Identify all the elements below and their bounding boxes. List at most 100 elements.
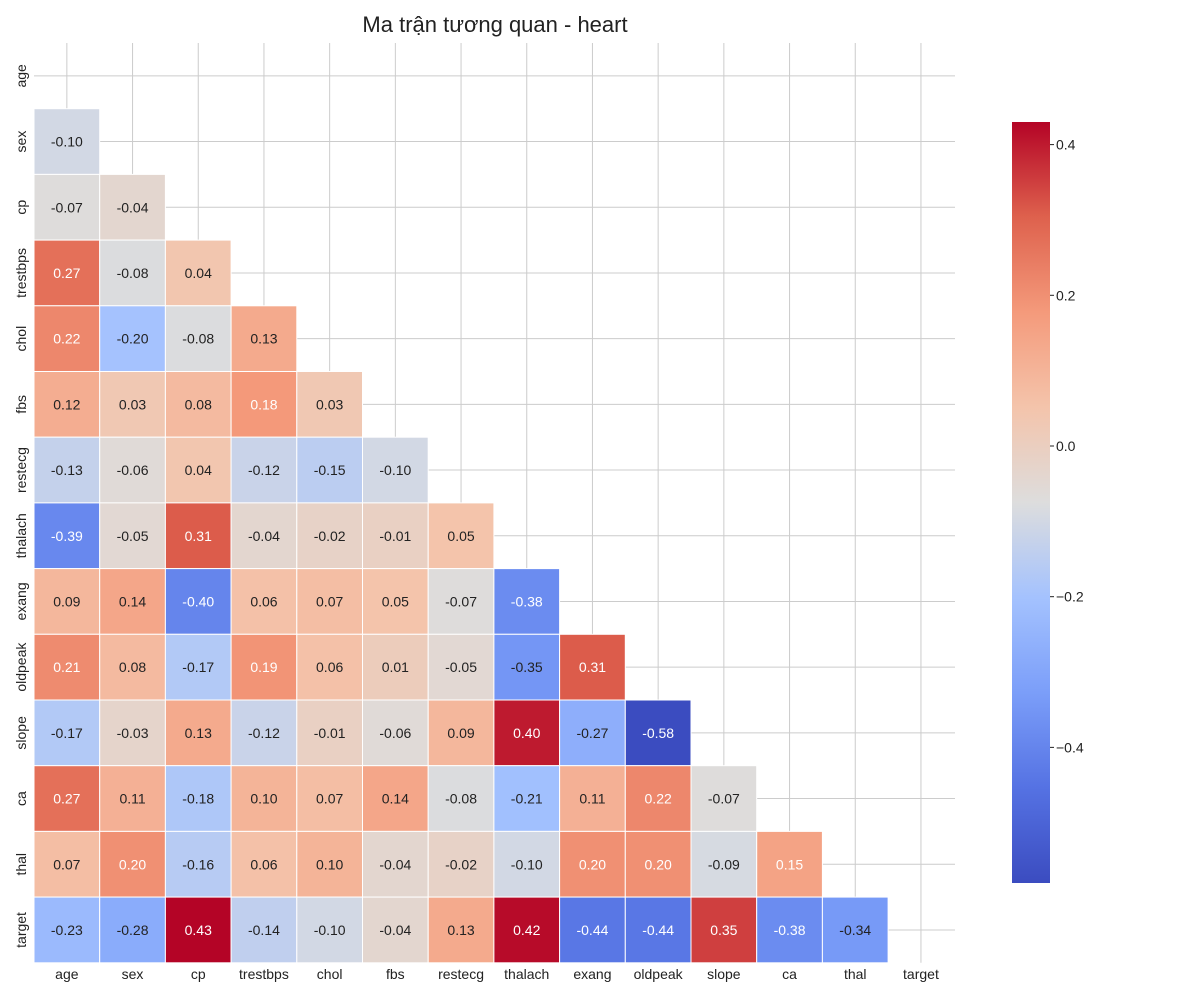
heatmap-cell-thalach-chol [296,502,363,570]
heatmap-cell-oldpeak-thalach [493,633,561,701]
cell-value-label: 0.12 [53,396,80,412]
cell-value-label: 0.31 [185,528,212,544]
heatmap-cell-target-cp [164,896,232,964]
cell-value-label: -0.16 [182,856,214,872]
chart-title: Ma trận tương quan - heart [362,12,628,37]
x-tick-label-chol: chol [317,966,343,982]
heatmap-cell-target-thal [821,896,889,964]
y-tick-label-thal: thal [13,853,29,876]
cell-value-label: 0.20 [119,856,146,872]
y-tick-label-cp: cp [13,200,29,215]
cell-value-label: 0.31 [579,659,606,675]
heatmap-cell-thal-slope [690,830,758,898]
heatmap-cell-slope-oldpeak [624,699,692,767]
y-tick-label-sex: sex [13,131,29,153]
cell-value-label: 0.05 [382,593,409,609]
heatmap-cell-oldpeak-chol [296,633,363,701]
heatmap-cell-exang-sex [99,568,166,635]
y-tick-label-oldpeak: oldpeak [13,642,29,692]
heatmap-cell-ca-chol [296,765,363,832]
cell-value-label: -0.10 [51,134,83,150]
cell-value-label: -0.12 [248,462,280,478]
cell-value-label: 0.14 [382,791,409,807]
cell-value-label: -0.03 [117,725,149,741]
heatmap-cell-restecg-fbs [362,436,429,504]
heatmap-cell-target-thalach [493,896,561,964]
cell-value-label: -0.21 [511,791,543,807]
colorbar-gradient [1012,122,1050,883]
cell-value-label: 0.15 [776,856,803,872]
heatmap-cell-thalach-restecg [427,502,495,570]
x-tick-label-thal: thal [844,966,867,982]
cell-value-label: -0.10 [314,922,346,938]
cell-value-label: -0.18 [182,791,214,807]
heatmap-cell-oldpeak-cp [164,633,232,701]
x-tick-label-thalach: thalach [504,966,549,982]
cell-value-label: -0.39 [51,528,83,544]
cell-value-label: 0.04 [185,462,212,478]
heatmap-cell-target-ca [756,896,823,964]
cell-value-label: 0.09 [447,725,474,741]
colorbar-tick-label: 0.0 [1056,438,1076,454]
heatmap-cell-trestbps-cp [164,239,232,307]
heatmap-cell-ca-exang [559,765,626,832]
cell-value-label: -0.07 [51,199,83,215]
cell-value-label: 0.22 [645,791,672,807]
x-tick-label-ca: ca [782,966,797,982]
x-tick-label-oldpeak: oldpeak [634,966,684,982]
cell-value-label: 0.22 [53,331,80,347]
heatmap-cell-slope-chol [296,699,363,767]
heatmap-cell-ca-trestbps [230,765,298,832]
cell-value-label: 0.07 [53,856,80,872]
cell-value-label: -0.44 [642,922,674,938]
heatmap-cell-exang-restecg [427,568,495,635]
x-tick-label-target: target [903,966,939,982]
heatmap-cell-thalach-fbs [362,502,429,570]
heatmap-cell-chol-age [33,305,101,372]
heatmap-cell-target-fbs [362,896,429,964]
heatmap-cell-target-restecg [427,896,495,964]
cell-value-label: -0.44 [576,922,608,938]
cell-value-label: -0.08 [182,331,214,347]
cell-value-label: 0.43 [185,922,212,938]
heatmap-cell-restecg-age [33,436,101,504]
colorbar-tick-label: −0.2 [1056,589,1084,605]
cell-value-label: 0.07 [316,791,343,807]
cell-value-label: -0.34 [839,922,871,938]
cell-value-label: -0.40 [182,593,214,609]
heatmap-cell-restecg-sex [99,436,166,504]
heatmap-cell-fbs-age [33,371,101,438]
cell-value-label: 0.18 [250,396,277,412]
cell-value-label: 0.10 [316,856,343,872]
cell-value-label: 0.21 [53,659,80,675]
heatmap-cell-thalach-cp [164,502,232,570]
heatmap-cell-ca-cp [164,765,232,832]
heatmap-cell-slope-fbs [362,699,429,767]
cell-value-label: 0.09 [53,593,80,609]
y-tick-label-thalach: thalach [13,513,29,558]
cell-value-label: 0.13 [250,331,277,347]
cell-value-label: 0.27 [53,791,80,807]
cell-value-label: -0.58 [642,725,674,741]
cell-value-label: -0.14 [248,922,280,938]
cell-value-label: -0.06 [379,725,411,741]
cell-value-label: 0.01 [382,659,409,675]
x-tick-label-age: age [55,966,79,982]
cell-value-label: 0.10 [250,791,277,807]
axis-labels: age age sex sex cp cp trestbps trestbps chol chol… [13,64,939,982]
cell-value-label: 0.03 [119,396,146,412]
heatmap-cell-ca-thalach [493,765,561,832]
heatmap-cell-trestbps-sex [99,239,166,307]
heatmap-cell-thal-oldpeak [624,830,692,898]
heatmap-cell-target-slope [690,896,758,964]
cell-value-label: 0.11 [119,791,145,807]
heatmap-cell-thal-chol [296,830,363,898]
cell-value-label: -0.05 [117,528,149,544]
cell-value-label: 0.11 [579,791,605,807]
y-tick-label-age: age [13,64,29,88]
cell-value-label: 0.13 [185,725,212,741]
y-tick-label-target: target [13,912,29,948]
heatmap-cell-target-age [33,896,101,964]
cell-value-label: -0.15 [314,462,346,478]
heatmap-cell-thal-cp [164,830,232,898]
